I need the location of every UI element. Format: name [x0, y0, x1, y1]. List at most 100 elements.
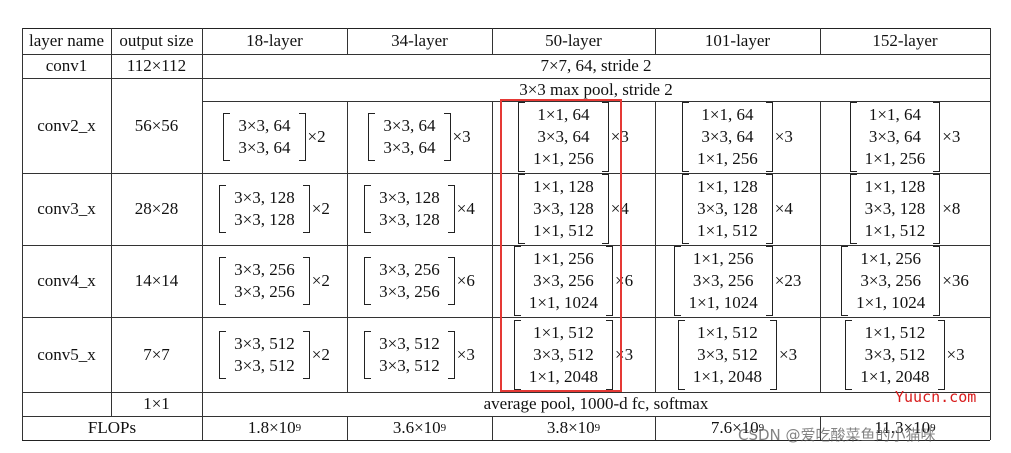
block-line: 3×3, 512	[379, 333, 440, 353]
block-line: 1×1, 2048	[692, 366, 762, 386]
conv5-rule	[22, 392, 990, 393]
block-lines: 1×1, 64 3×3, 64 1×1, 256	[689, 104, 766, 170]
block-conv2-152: 1×1, 64 3×3, 64 1×1, 256 ×3	[820, 101, 990, 173]
flops-label: FLOPs	[87, 418, 137, 437]
top-rule	[22, 28, 990, 29]
block-line: 1×1, 256	[533, 249, 594, 268]
vrule-5-head	[655, 28, 656, 54]
block-conv5-34: 3×3, 512 3×3, 512 ×3	[347, 317, 492, 392]
vrule-4-body	[492, 101, 493, 392]
conv1-spec: 7×7, 64, stride 2	[540, 56, 652, 75]
vrule-3-body	[347, 101, 348, 392]
right-bracket	[606, 319, 613, 390]
left-bracket	[219, 330, 227, 379]
left-bracket	[223, 113, 231, 161]
vrule-1	[111, 28, 112, 416]
block-conv2-34: 3×3, 64 3×3, 64 ×3	[347, 101, 492, 173]
right-bracket	[765, 102, 773, 172]
block-line: 3×3, 512	[864, 344, 926, 364]
block-line: 3×3, 128	[864, 199, 926, 218]
row-name-conv4: conv4_x	[37, 271, 96, 290]
final-pool-spec: average pool, 1000-d fc, softmax	[483, 394, 709, 413]
vrule-3-foot	[347, 416, 348, 440]
block-lines: 3×3, 64 3×3, 64	[375, 115, 443, 159]
left-bracket	[673, 246, 681, 316]
block-multiplier: ×3	[946, 344, 965, 364]
right-bracket	[302, 330, 310, 379]
left-bracket	[518, 102, 526, 172]
left-bracket	[364, 257, 372, 305]
watermark-site: Yuucn.com	[895, 388, 977, 406]
bottom-rule	[22, 440, 990, 441]
left-bracket	[682, 174, 690, 244]
row-size-conv3: 28×28	[134, 199, 179, 218]
row-size-conv2: 56×56	[134, 115, 179, 135]
block-line: 1×1, 512	[533, 221, 594, 240]
vrule-2	[202, 28, 203, 440]
right-bracket	[606, 246, 613, 316]
vrule-5-foot	[655, 416, 656, 440]
left-bracket	[219, 185, 227, 233]
block-lines: 1×1, 512 3×3, 512 1×1, 2048	[685, 322, 770, 388]
row-name-conv2: conv2_x	[37, 115, 96, 135]
header-152-layer: 152-layer	[872, 31, 938, 50]
block-line: 3×3, 256	[860, 271, 921, 290]
block-lines: 3×3, 128 3×3, 128	[371, 187, 448, 231]
block-line: 1×1, 1024	[528, 293, 598, 312]
conv2-rule	[22, 173, 990, 174]
right-bracket	[447, 185, 455, 233]
watermark-author: CSDN @爱吃酸菜鱼的小猫咪	[738, 426, 936, 444]
block-line: 1×1, 1024	[856, 293, 926, 312]
vrule-right	[990, 28, 991, 440]
block-line: 3×3, 256	[692, 271, 754, 290]
block-line: 3×3, 256	[379, 282, 440, 301]
block-multiplier: ×3	[942, 127, 961, 146]
block-conv2-18: 3×3, 64 3×3, 64 ×2	[202, 101, 347, 173]
block-conv3-18: 3×3, 128 3×3, 128 ×2	[202, 173, 347, 245]
pool-fc-rule	[22, 416, 990, 417]
block-line: 3×3, 64	[701, 127, 754, 146]
right-bracket	[302, 257, 310, 305]
row-name-conv5: conv5_x	[37, 344, 96, 364]
right-bracket	[937, 319, 945, 390]
block-line: 1×1, 256	[864, 149, 926, 168]
right-bracket	[443, 113, 451, 161]
block-lines: 3×3, 256 3×3, 256	[371, 259, 448, 303]
left-bracket	[518, 174, 526, 244]
block-multiplier: ×3	[615, 344, 634, 364]
block-line: 3×3, 64	[383, 138, 436, 157]
block-lines: 1×1, 128 3×3, 128 1×1, 512	[857, 176, 934, 242]
row-size-final: 1×1	[143, 394, 170, 413]
header-34-layer: 34-layer	[391, 31, 448, 50]
vrule-left	[22, 28, 23, 440]
block-line: 3×3, 512	[234, 333, 295, 353]
flops-18: 1.8×10 9	[247, 418, 302, 437]
block-line: 3×3, 512	[234, 355, 295, 375]
block-conv3-152: 1×1, 128 3×3, 128 1×1, 512 ×8	[820, 173, 990, 245]
block-line: 3×3, 128	[379, 188, 440, 207]
vrule-6-foot	[820, 416, 821, 440]
block-multiplier: ×4	[774, 199, 793, 218]
block-line: 3×3, 128	[234, 188, 295, 207]
block-lines: 3×3, 512 3×3, 512	[371, 333, 448, 377]
max-pool-spec: 3×3 max pool, stride 2	[519, 79, 673, 99]
block-line: 3×3, 64	[238, 116, 291, 135]
block-multiplier: ×36	[942, 271, 969, 290]
header-layer-name: layer name	[28, 31, 105, 50]
block-conv2-50: 1×1, 64 3×3, 64 1×1, 256 ×3	[492, 101, 655, 173]
block-conv5-18: 3×3, 512 3×3, 512 ×2	[202, 317, 347, 392]
right-bracket	[302, 185, 310, 233]
block-line: 1×1, 128	[864, 177, 926, 196]
block-line: 1×1, 64	[868, 105, 921, 124]
block-line: 1×1, 256	[860, 249, 921, 268]
left-bracket	[364, 330, 372, 379]
block-multiplier: ×4	[610, 199, 629, 218]
block-line: 3×3, 64	[383, 116, 436, 135]
block-multiplier: ×2	[311, 271, 330, 290]
left-bracket	[513, 246, 521, 316]
left-bracket	[364, 185, 372, 233]
block-line: 1×1, 128	[533, 177, 594, 196]
header-101-layer: 101-layer	[704, 31, 771, 50]
block-lines: 1×1, 512 3×3, 512 1×1, 2048	[521, 322, 606, 388]
